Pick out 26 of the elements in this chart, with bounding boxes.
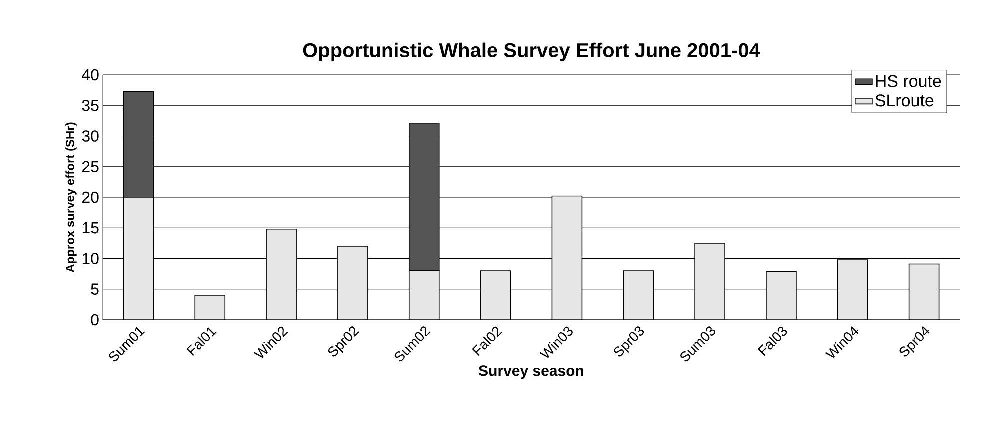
- y-tick-label: 20: [82, 192, 99, 204]
- y-tick-label: 25: [82, 161, 99, 173]
- bar: [266, 228, 297, 320]
- bar: [194, 295, 226, 320]
- bar: [837, 260, 868, 320]
- chart-title: Opportunistic Whale Survey Effort June 2001-04: [303, 42, 760, 62]
- y-tick-label: 0: [91, 314, 99, 326]
- legend-label: SLroute: [876, 94, 934, 107]
- y-tick-label: 10: [82, 253, 99, 264]
- bar: [908, 264, 940, 320]
- bar: [552, 196, 583, 320]
- y-tick-label: 15: [82, 222, 99, 234]
- bar: [694, 243, 726, 320]
- y-tick-label: 40: [82, 69, 99, 81]
- bar: [338, 246, 368, 320]
- bar: [766, 271, 797, 320]
- x-axis-title: Survey season: [478, 366, 584, 380]
- y-axis-title: Approx survey effort (SHr): [66, 122, 77, 273]
- bar: [480, 270, 512, 320]
- y-tick-label: 30: [82, 130, 99, 142]
- y-tick-label: 35: [82, 100, 99, 112]
- bar: [623, 270, 654, 320]
- y-tick-label: 5: [91, 284, 99, 295]
- bar: [408, 270, 440, 320]
- bar: [123, 197, 154, 320]
- legend-label: HS route: [876, 75, 942, 88]
